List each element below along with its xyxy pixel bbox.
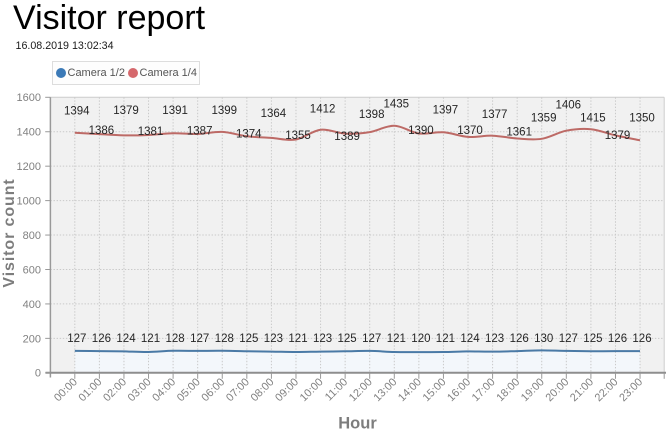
svg-text:128: 128 (215, 333, 234, 345)
svg-text:10:00: 10:00 (298, 376, 326, 404)
svg-text:04:00: 04:00 (150, 376, 178, 404)
svg-text:14:00: 14:00 (396, 376, 424, 404)
svg-text:Hour: Hour (338, 415, 377, 431)
svg-text:1389: 1389 (334, 131, 360, 143)
svg-text:1399: 1399 (212, 105, 238, 117)
svg-text:1350: 1350 (629, 113, 655, 125)
svg-text:120: 120 (411, 333, 430, 345)
svg-text:1400: 1400 (17, 127, 41, 139)
svg-text:123: 123 (485, 333, 504, 345)
svg-text:125: 125 (239, 333, 258, 345)
svg-text:19:00: 19:00 (519, 376, 547, 404)
svg-text:121: 121 (141, 333, 160, 345)
svg-text:121: 121 (288, 333, 307, 345)
svg-text:600: 600 (23, 264, 41, 276)
svg-text:1600: 1600 (17, 92, 41, 104)
svg-text:127: 127 (362, 333, 381, 345)
svg-text:124: 124 (460, 333, 480, 345)
svg-text:1000: 1000 (17, 196, 41, 208)
svg-text:1391: 1391 (162, 105, 188, 117)
svg-text:23:00: 23:00 (617, 376, 645, 404)
svg-text:126: 126 (510, 333, 529, 345)
svg-text:0: 0 (35, 368, 41, 380)
svg-text:400: 400 (23, 299, 41, 311)
svg-text:123: 123 (313, 333, 332, 345)
svg-text:1415: 1415 (580, 113, 606, 125)
svg-text:07:00: 07:00 (224, 376, 252, 404)
svg-text:03:00: 03:00 (126, 376, 154, 404)
svg-text:Visitor count: Visitor count (1, 178, 18, 287)
svg-text:1406: 1406 (556, 99, 582, 111)
svg-text:02:00: 02:00 (101, 376, 129, 404)
svg-text:1377: 1377 (482, 109, 508, 121)
svg-text:130: 130 (534, 333, 553, 345)
svg-text:124: 124 (116, 333, 136, 345)
svg-text:121: 121 (387, 333, 406, 345)
svg-text:1361: 1361 (506, 127, 532, 139)
svg-text:1386: 1386 (89, 125, 115, 137)
svg-text:18:00: 18:00 (494, 376, 522, 404)
svg-text:128: 128 (166, 333, 185, 345)
svg-text:1379: 1379 (113, 105, 139, 117)
svg-text:1387: 1387 (187, 125, 213, 137)
svg-text:21:00: 21:00 (568, 376, 596, 404)
svg-text:12:00: 12:00 (347, 376, 375, 404)
svg-text:09:00: 09:00 (273, 376, 301, 404)
svg-text:08:00: 08:00 (249, 376, 277, 404)
svg-text:16:00: 16:00 (445, 376, 473, 404)
svg-text:1379: 1379 (605, 130, 631, 142)
svg-text:22:00: 22:00 (593, 376, 621, 404)
svg-text:1412: 1412 (310, 103, 336, 115)
svg-text:127: 127 (559, 333, 578, 345)
svg-text:1390: 1390 (408, 125, 434, 137)
svg-text:1381: 1381 (138, 126, 164, 138)
svg-text:1374: 1374 (236, 128, 262, 140)
svg-text:126: 126 (92, 333, 111, 345)
svg-text:20:00: 20:00 (543, 376, 571, 404)
svg-text:1398: 1398 (359, 109, 385, 121)
svg-text:17:00: 17:00 (470, 376, 498, 404)
svg-text:200: 200 (23, 333, 41, 345)
svg-text:00:00: 00:00 (52, 376, 80, 404)
svg-text:05:00: 05:00 (175, 376, 203, 404)
svg-text:1370: 1370 (457, 125, 483, 137)
svg-text:13:00: 13:00 (371, 376, 399, 404)
svg-text:06:00: 06:00 (199, 376, 227, 404)
svg-text:1364: 1364 (261, 108, 287, 120)
svg-text:125: 125 (583, 333, 602, 345)
svg-text:11:00: 11:00 (323, 376, 350, 403)
svg-text:127: 127 (190, 333, 209, 345)
svg-text:126: 126 (632, 333, 651, 345)
svg-text:127: 127 (67, 333, 86, 345)
svg-text:121: 121 (436, 333, 455, 345)
svg-text:1359: 1359 (531, 113, 557, 125)
svg-text:125: 125 (338, 333, 357, 345)
svg-text:1355: 1355 (285, 130, 311, 142)
svg-text:1200: 1200 (17, 161, 41, 173)
svg-text:1397: 1397 (433, 105, 459, 117)
svg-text:15:00: 15:00 (421, 376, 449, 404)
svg-text:01:00: 01:00 (77, 376, 105, 404)
svg-text:1435: 1435 (384, 98, 410, 110)
svg-text:126: 126 (608, 333, 627, 345)
svg-text:800: 800 (23, 230, 41, 242)
svg-text:123: 123 (264, 333, 283, 345)
svg-text:1394: 1394 (64, 106, 90, 118)
